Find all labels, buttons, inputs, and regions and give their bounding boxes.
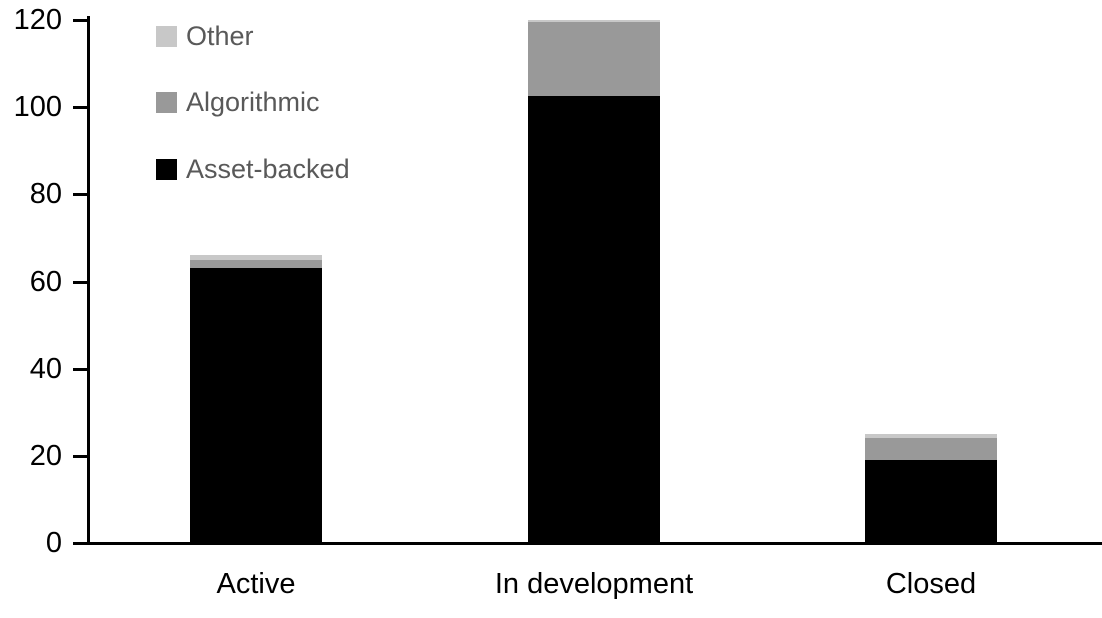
y-tick-label: 100 xyxy=(13,91,62,124)
legend-swatch-algorithmic-icon xyxy=(156,91,177,113)
y-tick-label: 0 xyxy=(45,527,62,559)
bar-segment-other-active xyxy=(190,255,322,260)
legend-label: Asset-backed xyxy=(186,153,350,184)
legend-swatch-asset-backed-icon xyxy=(156,158,177,180)
bar-segment-algorithmic-in-development xyxy=(528,22,660,97)
bar-segment-algorithmic-closed xyxy=(865,438,997,461)
legend-swatch-other-icon xyxy=(156,25,177,47)
y-tick-label: 20 xyxy=(29,439,62,472)
y-axis-tick xyxy=(73,454,90,458)
y-axis-tick xyxy=(73,106,90,110)
bar-segment-other-in-development xyxy=(528,20,660,23)
y-tick-label: 40 xyxy=(29,352,62,385)
legend-item-algorithmic: Algorithmic xyxy=(156,86,320,117)
category-label-active: Active xyxy=(216,568,296,600)
legend-item-other: Other xyxy=(156,20,254,51)
bar-segment-other-closed xyxy=(865,434,997,439)
y-tick-label: 60 xyxy=(29,265,62,298)
bar-segment-algorithmic-active xyxy=(190,259,322,269)
y-axis-tick xyxy=(73,367,90,371)
y-axis-tick xyxy=(73,19,90,22)
x-axis-line xyxy=(73,542,1102,545)
legend-label: Algorithmic xyxy=(186,86,320,117)
y-axis-tick xyxy=(73,280,90,284)
bar-segment-asset-backed-closed xyxy=(865,460,997,543)
legend-label: Other xyxy=(186,20,254,51)
category-label-in-development: In development xyxy=(494,568,694,600)
bar-segment-asset-backed-in-development xyxy=(528,96,660,543)
y-tick-label: 80 xyxy=(29,178,62,211)
category-label-closed: Closed xyxy=(885,568,977,600)
legend-item-asset-backed: Asset-backed xyxy=(156,153,350,184)
y-axis-tick xyxy=(73,193,90,197)
bar-segment-asset-backed-active xyxy=(190,268,322,543)
y-tick-label: 120 xyxy=(13,4,62,36)
